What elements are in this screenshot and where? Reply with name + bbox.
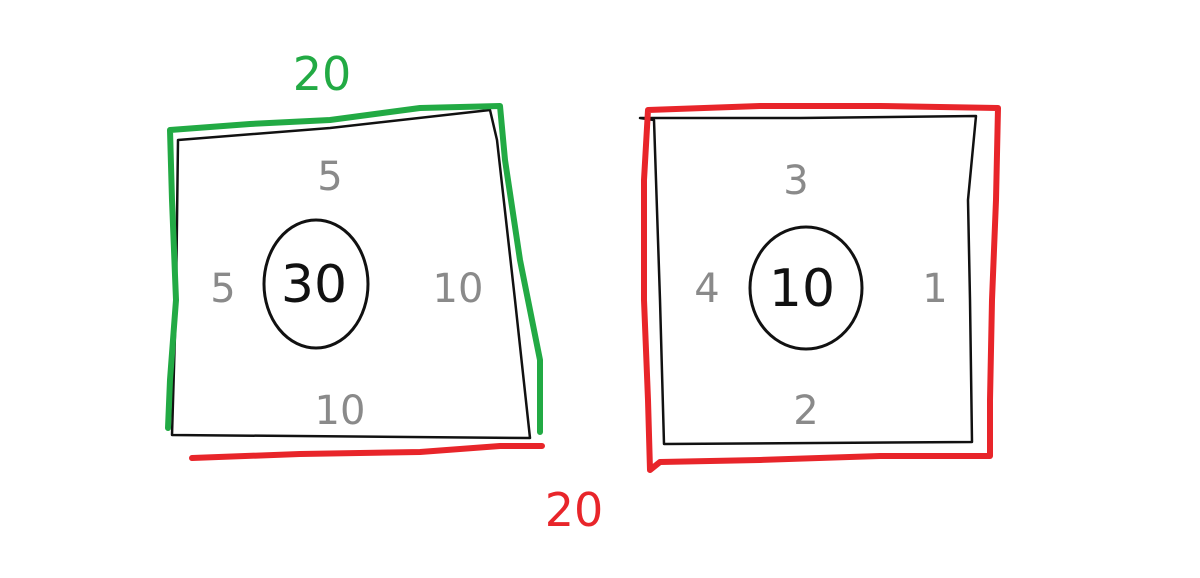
right-top-value: 3	[783, 158, 808, 204]
green-highlight-label: 20	[293, 47, 352, 101]
left-right-value: 10	[433, 266, 484, 312]
left-top-value: 5	[317, 154, 342, 200]
right-center-circle	[748, 225, 864, 351]
left-square-green-highlight	[165, 103, 543, 435]
right-right-value: 1	[922, 266, 947, 312]
left-bottom-value: 10	[315, 388, 366, 434]
left-square-red-highlight	[189, 443, 545, 461]
left-left-value: 5	[210, 266, 235, 312]
right-bottom-value: 2	[793, 388, 818, 434]
right-square-outline	[638, 114, 978, 446]
left-center-circle	[262, 218, 370, 350]
right-left-value: 4	[694, 266, 719, 312]
right-square-red-highlight	[641, 103, 1001, 473]
right-center-value: 10	[769, 259, 835, 319]
left-center-value: 30	[281, 255, 347, 315]
red-highlight-label: 20	[545, 483, 604, 537]
